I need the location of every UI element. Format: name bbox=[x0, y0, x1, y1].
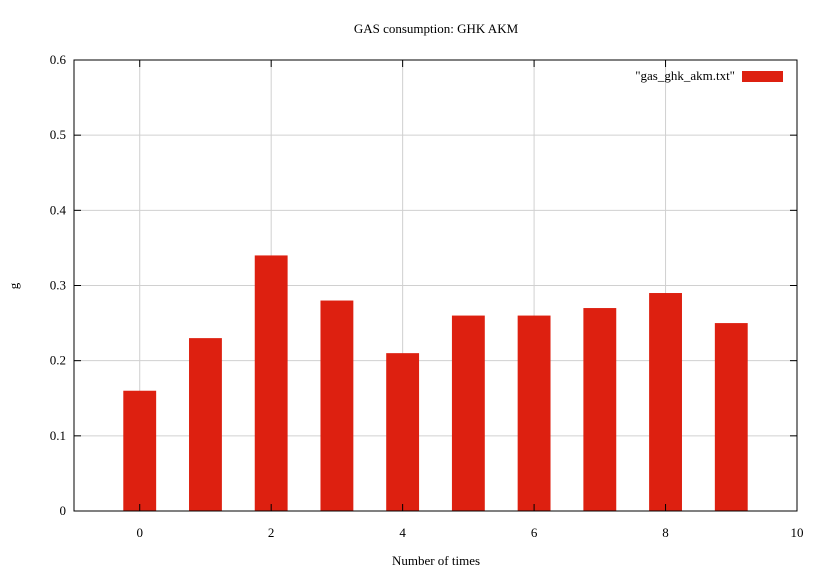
y-tick-labels: 0 0.1 0.2 0.3 0.4 0.5 0.6 bbox=[50, 52, 67, 518]
bar-0 bbox=[123, 390, 157, 511]
axis-ticks bbox=[74, 59, 798, 512]
bar-1 bbox=[189, 338, 222, 511]
chart-title: GAS consumption: GHK AKM bbox=[354, 21, 519, 36]
bar-4 bbox=[386, 353, 420, 511]
bar-9 bbox=[714, 323, 748, 511]
bar-3 bbox=[320, 300, 354, 511]
bar-8 bbox=[649, 293, 682, 511]
y-tick-label-0: 0 bbox=[60, 503, 67, 518]
legend-swatch bbox=[742, 71, 783, 82]
legend: "gas_ghk_akm.txt" bbox=[635, 68, 783, 83]
y-axis-label: g bbox=[6, 282, 21, 289]
y-tick-label-5: 0.5 bbox=[50, 127, 66, 142]
legend-label: "gas_ghk_akm.txt" bbox=[635, 68, 735, 83]
x-tick-label-0: 0 bbox=[136, 525, 143, 540]
x-tick-label-3: 6 bbox=[531, 525, 538, 540]
x-tick-label-1: 2 bbox=[268, 525, 275, 540]
bar-series bbox=[123, 255, 748, 511]
grid-lines bbox=[74, 60, 797, 511]
y-tick-label-2: 0.2 bbox=[50, 353, 66, 368]
x-tick-label-5: 10 bbox=[791, 525, 804, 540]
x-tick-labels: 0 2 4 6 8 10 bbox=[136, 525, 803, 540]
bar-7 bbox=[583, 308, 617, 511]
bar-2 bbox=[254, 255, 288, 511]
y-tick-label-1: 0.1 bbox=[50, 428, 66, 443]
x-axis-label: Number of times bbox=[392, 553, 480, 568]
bar-6 bbox=[517, 315, 551, 511]
bar-5 bbox=[451, 315, 485, 511]
y-tick-label-6: 0.6 bbox=[50, 52, 67, 67]
y-tick-label-3: 0.3 bbox=[50, 278, 66, 293]
x-tick-label-4: 8 bbox=[662, 525, 669, 540]
x-tick-label-2: 4 bbox=[399, 525, 406, 540]
y-tick-label-4: 0.4 bbox=[50, 202, 67, 217]
